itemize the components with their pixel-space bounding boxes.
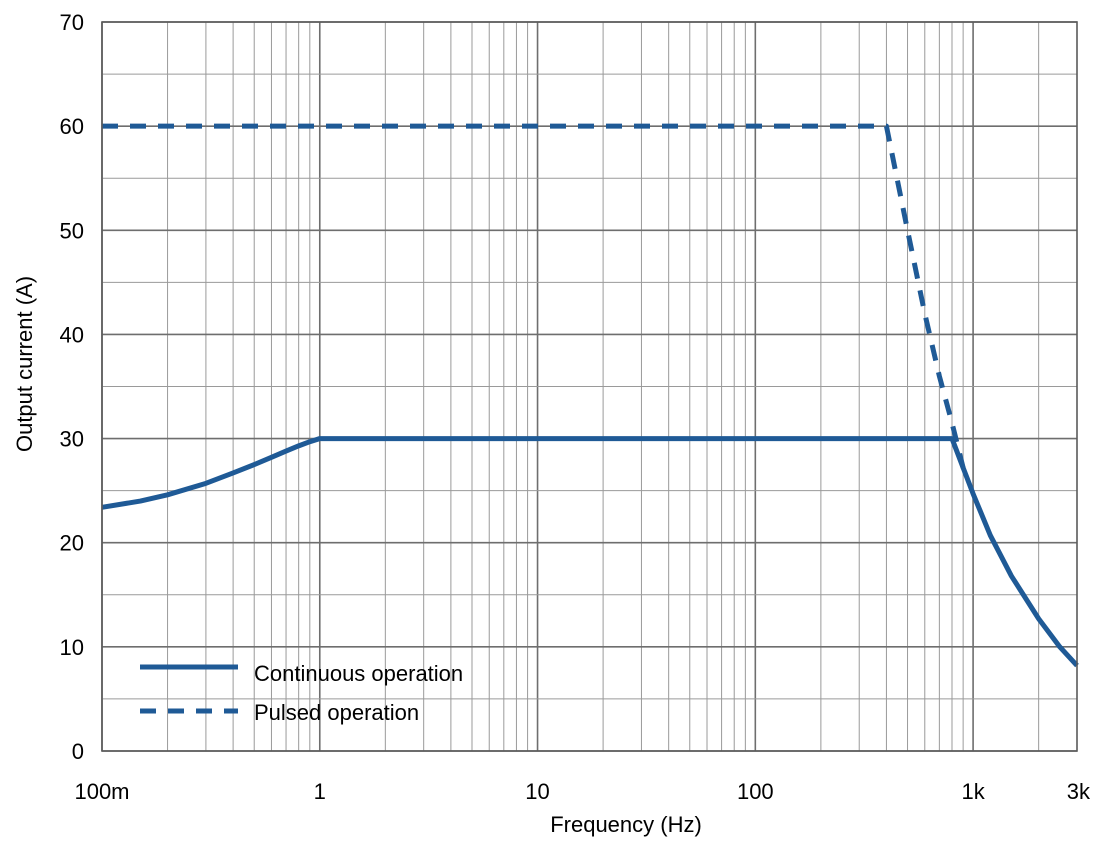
x-tick-labels: 100m 1 10 100 1k 3k — [74, 779, 1091, 804]
series-line-continuous — [101, 436, 1079, 668]
series-group — [101, 123, 1079, 668]
series-line-pulsed — [102, 123, 966, 469]
x-tick-label: 10 — [525, 779, 549, 804]
legend-label-pulsed: Pulsed operation — [254, 700, 419, 725]
y-tick-label: 0 — [72, 739, 84, 764]
x-tick-label: 1 — [314, 779, 326, 804]
grid — [101, 21, 1078, 752]
y-tick-label: 70 — [60, 10, 84, 35]
y-tick-label: 10 — [60, 635, 84, 660]
x-tick-label: 100 — [737, 779, 774, 804]
plot-frame — [101, 21, 1078, 752]
x-tick-label: 3k — [1067, 779, 1091, 804]
legend: Continuous operation Pulsed operation — [140, 661, 463, 725]
y-axis-label: Output current (A) — [12, 276, 37, 452]
y-tick-label: 60 — [60, 114, 84, 139]
y-tick-label: 40 — [60, 322, 84, 347]
y-tick-labels: 0 10 20 30 40 50 60 70 — [60, 10, 84, 764]
y-tick-label: 30 — [60, 427, 84, 452]
x-axis-label: Frequency (Hz) — [550, 812, 702, 837]
x-tick-label: 1k — [961, 779, 985, 804]
legend-label-continuous: Continuous operation — [254, 661, 463, 686]
y-tick-label: 50 — [60, 218, 84, 243]
y-tick-label: 20 — [60, 531, 84, 556]
x-tick-label: 100m — [74, 779, 129, 804]
